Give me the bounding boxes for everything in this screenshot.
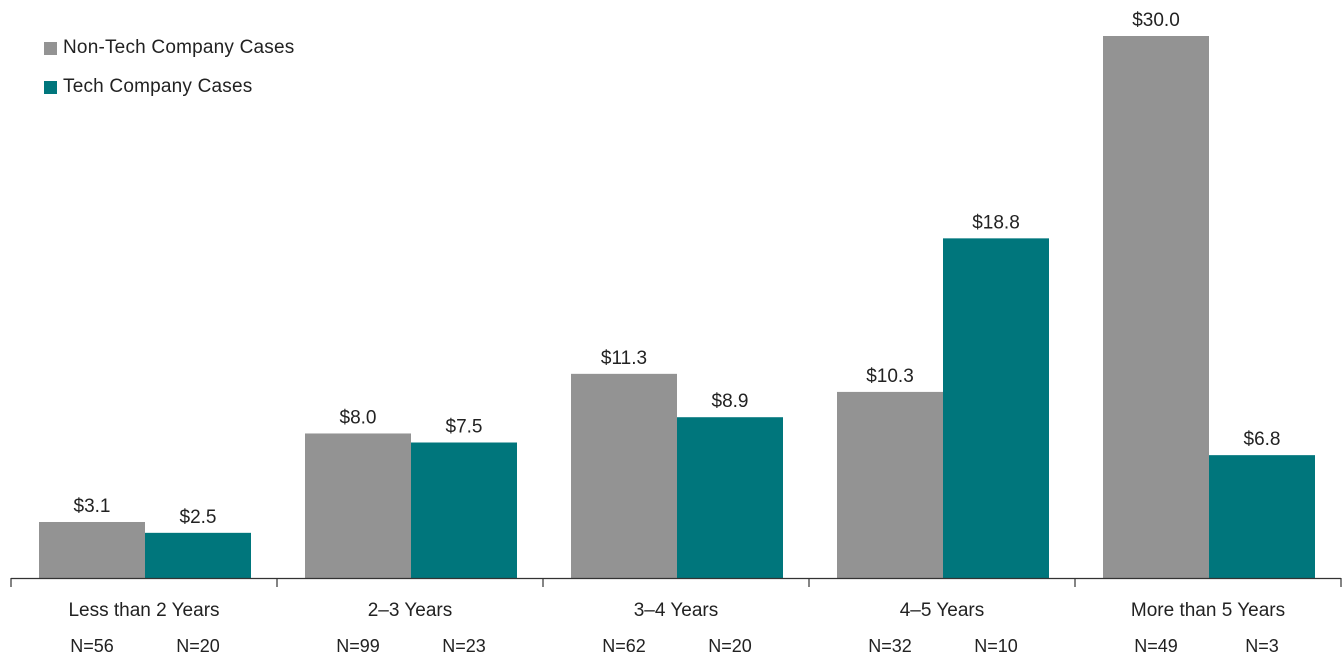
- legend-label-tech: Tech Company Cases: [63, 76, 253, 97]
- bar-tech-1: [411, 442, 517, 578]
- bar-non-tech-4: [1103, 36, 1209, 578]
- n-label-tech-0: N=20: [176, 636, 220, 656]
- bar-tech-3: [943, 238, 1049, 578]
- bar-tech-4: [1209, 455, 1315, 578]
- legend-label-non-tech: Non-Tech Company Cases: [63, 37, 295, 58]
- bar-non-tech-2: [571, 373, 677, 578]
- n-label-non-tech-2: N=62: [602, 636, 646, 656]
- value-label-tech-3: $18.8: [972, 212, 1020, 233]
- value-label-tech-4: $6.8: [1244, 429, 1281, 450]
- n-label-tech-3: N=10: [974, 636, 1018, 656]
- legend: Non-Tech Company Cases Tech Company Case…: [44, 34, 294, 112]
- value-label-tech-0: $2.5: [180, 507, 217, 528]
- n-label-non-tech-0: N=56: [70, 636, 114, 656]
- value-label-tech-1: $7.5: [446, 417, 483, 438]
- n-label-non-tech-4: N=49: [1134, 636, 1178, 656]
- legend-swatch-tech: [44, 80, 57, 94]
- n-label-tech-4: N=3: [1245, 636, 1279, 656]
- bar-tech-2: [677, 417, 783, 578]
- bar-non-tech-3: [837, 391, 943, 578]
- value-labels-group: $3.1 $2.5 $8.0 $7.5 $11.3 $8.9 $10.3 $18.8 $30.0…: [74, 10, 1281, 528]
- legend-item-non-tech: Non-Tech Company Cases: [44, 34, 294, 62]
- n-label-non-tech-1: N=99: [336, 636, 380, 656]
- n-label-tech-1: N=23: [442, 636, 486, 656]
- n-label-tech-2: N=20: [708, 636, 752, 656]
- bar-non-tech-1: [305, 433, 411, 578]
- value-label-tech-2: $8.9: [712, 391, 749, 412]
- category-label-0: Less than 2 Years: [68, 600, 219, 621]
- value-label-non-tech-4: $30.0: [1132, 10, 1180, 31]
- value-label-non-tech-2: $11.3: [601, 348, 647, 369]
- category-label-2: 3–4 Years: [634, 600, 719, 621]
- bars-group: [39, 36, 1315, 578]
- n-label-non-tech-3: N=32: [868, 636, 912, 656]
- bar-non-tech-0: [39, 521, 145, 578]
- category-label-3: 4–5 Years: [900, 600, 985, 621]
- x-axis: [10, 577, 1342, 587]
- bar-tech-0: [145, 532, 251, 578]
- sample-size-labels-group: N=56 N=20 N=99 N=23 N=62 N=20 N=32 N=10 N=49 N=3: [70, 636, 1279, 656]
- value-label-non-tech-1: $8.0: [340, 407, 377, 428]
- category-labels-group: Less than 2 Years 2–3 Years 3–4 Years 4–5 Y…: [68, 600, 1285, 621]
- legend-swatch-non-tech: [44, 41, 57, 55]
- value-label-non-tech-0: $3.1: [74, 496, 111, 517]
- legend-item-tech: Tech Company Cases: [44, 73, 294, 101]
- category-label-4: More than 5 Years: [1131, 600, 1285, 621]
- category-label-1: 2–3 Years: [368, 600, 453, 621]
- value-label-non-tech-3: $10.3: [866, 366, 914, 387]
